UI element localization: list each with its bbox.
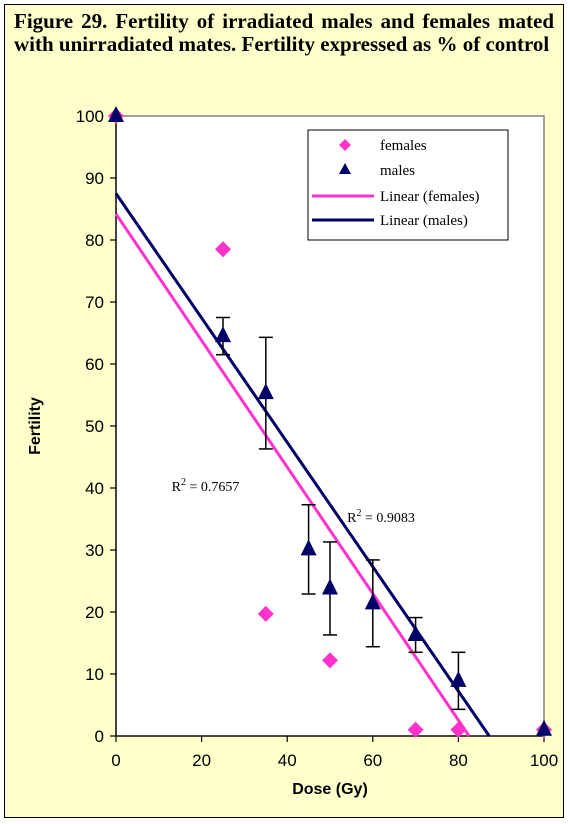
- trendlines: [114, 192, 491, 737]
- x-axis-title: Dose (Gy): [292, 781, 368, 798]
- male-point: [322, 578, 338, 595]
- r-squared-superscript: 2: [356, 508, 361, 519]
- male-point: [257, 383, 274, 400]
- x-tick-label: 100: [530, 751, 558, 770]
- x-tick-label: 40: [278, 751, 297, 770]
- y-tick-label: 10: [85, 665, 104, 684]
- legend: females males Linear (females) Linear (m…: [307, 129, 509, 241]
- figure-title: Figure 29. Fertility of irradiated males…: [14, 9, 554, 56]
- x-tick-label: 20: [192, 751, 211, 770]
- x-tick-label: 80: [449, 751, 468, 770]
- female-point: [407, 721, 424, 738]
- male-point: [215, 326, 231, 343]
- r-squared-symbol: R: [347, 511, 357, 526]
- male-point: [300, 539, 317, 556]
- data-points: [108, 106, 552, 738]
- trendline-females: [114, 213, 471, 737]
- x-tick-label: 0: [111, 751, 120, 770]
- female-point: [322, 652, 338, 669]
- y-tick-label: 50: [85, 417, 104, 436]
- male-point: [407, 624, 424, 641]
- male-point: [450, 670, 467, 687]
- y-axis-ticks: 0 10 20 30 40 50 60 70 80 90 100: [76, 107, 116, 746]
- y-tick-label: 30: [85, 541, 104, 560]
- male-point: [364, 593, 381, 610]
- r-squared-superscript: 2: [181, 477, 186, 488]
- legend-label-females: females: [380, 138, 427, 154]
- y-tick-label: 80: [85, 231, 104, 250]
- y-tick-label: 100: [76, 107, 104, 126]
- female-point: [215, 241, 231, 258]
- y-tick-label: 20: [85, 603, 104, 622]
- legend-marker-females: [339, 139, 351, 151]
- x-axis-ticks: 0 20 40 60 80 100: [111, 736, 558, 770]
- r-squared-label-males: R2 = 0.9083: [347, 508, 415, 526]
- legend-marker-males: [339, 163, 351, 174]
- legend-label-linear-females: Linear (females): [380, 189, 480, 205]
- y-tick-label: 90: [85, 169, 104, 188]
- legend-box: [307, 129, 509, 241]
- y-tick-label: 60: [85, 355, 104, 374]
- y-axis-title: Fertility: [27, 397, 44, 455]
- r-squared-symbol: R: [172, 480, 182, 495]
- r-squared-label-females: R2 = 0.7657: [172, 477, 240, 495]
- r-squared-value: = 0.9083: [361, 511, 414, 526]
- y-tick-label: 0: [95, 727, 104, 746]
- y-tick-label: 70: [85, 293, 104, 312]
- legend-label-linear-males: Linear (males): [380, 213, 468, 229]
- female-point: [257, 605, 274, 622]
- male-point: [108, 106, 124, 122]
- x-tick-label: 60: [363, 751, 382, 770]
- r-squared-value: = 0.7657: [186, 480, 239, 495]
- y-tick-label: 40: [85, 479, 104, 498]
- female-point: [450, 721, 467, 738]
- trendline-males: [114, 192, 491, 737]
- male-point: [536, 719, 552, 736]
- legend-label-males: males: [380, 163, 415, 179]
